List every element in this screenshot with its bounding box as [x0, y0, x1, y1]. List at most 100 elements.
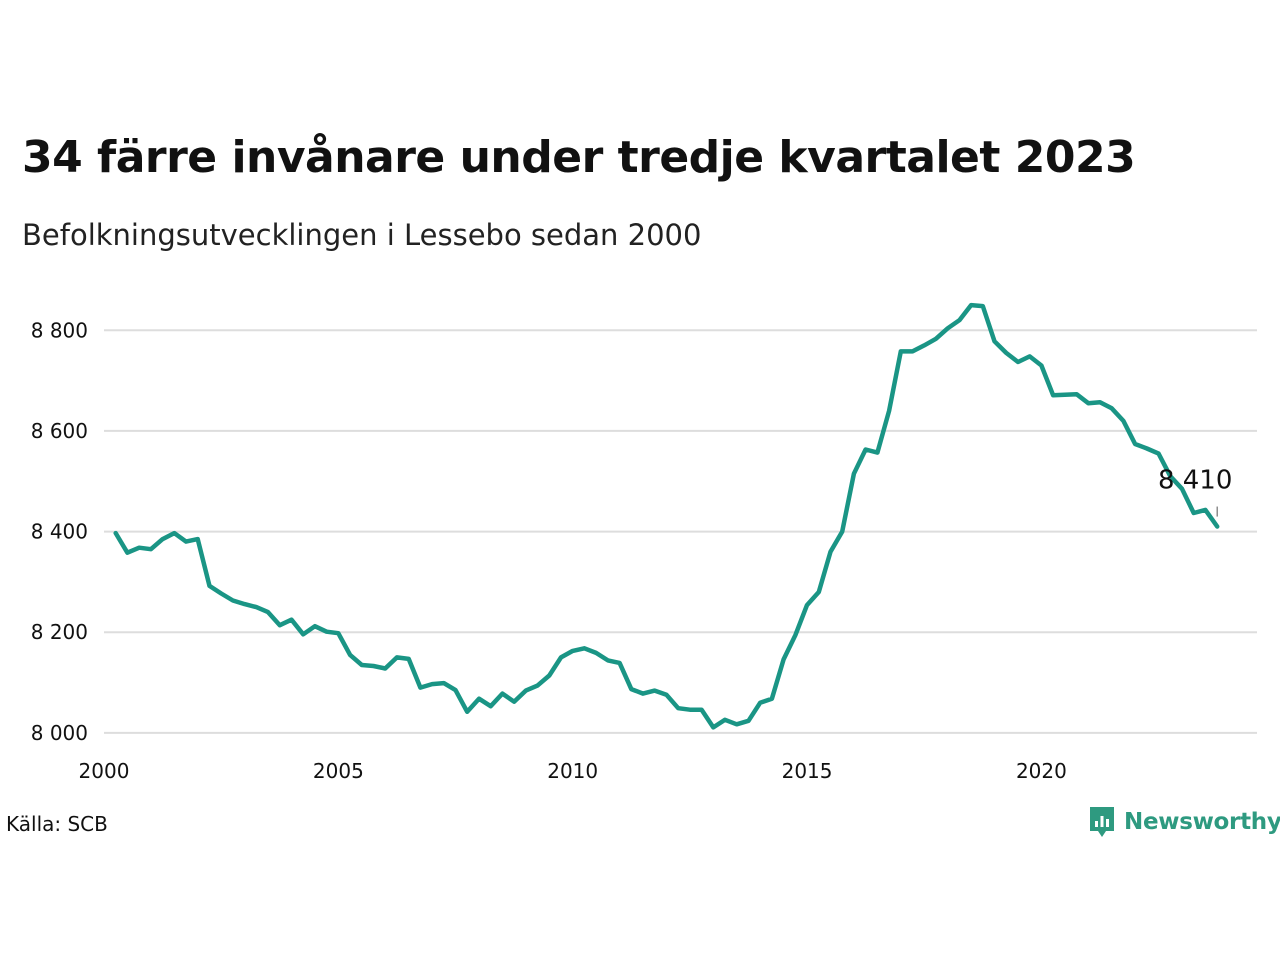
x-axis: 2000 2005 2010 2015 2020: [79, 759, 1067, 783]
data-point: [875, 451, 879, 455]
data-point: [711, 725, 715, 729]
data-point: [149, 547, 153, 551]
data-point: [114, 531, 118, 535]
data-point: [828, 550, 832, 554]
data-point: [1051, 393, 1055, 397]
data-point: [500, 692, 504, 696]
data-point: [618, 661, 622, 665]
data-point: [981, 304, 985, 308]
data-point: [254, 605, 258, 609]
data-point: [348, 653, 352, 657]
data-point: [430, 682, 434, 686]
data-point: [606, 658, 610, 662]
data-point: [571, 649, 575, 653]
data-point: [1063, 393, 1067, 397]
data-point: [137, 546, 141, 550]
data-point: [1075, 392, 1079, 396]
data-point: [1203, 508, 1207, 512]
data-point: [1133, 442, 1137, 446]
data-point: [243, 602, 247, 606]
data-point: [1098, 400, 1102, 404]
data-point: [536, 684, 540, 688]
x-tick-label: 2020: [1016, 759, 1067, 783]
source-note: Källa: SCB: [6, 812, 108, 836]
data-point: [770, 697, 774, 701]
data-point: [219, 591, 223, 595]
data-point: [1215, 525, 1219, 529]
data-point: [1004, 351, 1008, 355]
data-points: [114, 303, 1219, 729]
data-point: [1145, 447, 1149, 451]
newsworthy-logo-icon: [1090, 807, 1114, 837]
end-value-label: 8 410: [1158, 466, 1232, 496]
data-point: [161, 537, 165, 541]
data-point: [911, 349, 915, 353]
data-point: [700, 708, 704, 712]
data-point: [758, 701, 762, 705]
y-tick-label: 8 200: [31, 620, 88, 644]
data-point: [512, 700, 516, 704]
data-point: [840, 530, 844, 534]
data-point: [1192, 511, 1196, 515]
y-axis: 8 000 8 200 8 400 8 600 8 800: [31, 318, 88, 745]
data-point: [184, 540, 188, 544]
data-point: [664, 693, 668, 697]
data-point: [266, 610, 270, 614]
data-point: [1028, 354, 1032, 358]
data-point: [336, 631, 340, 635]
data-point: [1110, 406, 1114, 410]
data-point: [817, 590, 821, 594]
data-point: [524, 689, 528, 693]
data-point: [477, 697, 481, 701]
data-point: [653, 689, 657, 693]
data-point: [301, 632, 305, 636]
data-point: [793, 633, 797, 637]
x-tick-label: 2010: [547, 759, 598, 783]
data-point: [629, 687, 633, 691]
data-point: [746, 719, 750, 723]
data-point: [1157, 452, 1161, 456]
brand-name: Newsworthy: [1124, 809, 1280, 835]
y-tick-label: 8 600: [31, 419, 88, 443]
data-point: [559, 655, 563, 659]
data-point: [172, 531, 176, 535]
chart-subtitle: Befolkningsutvecklingen i Lessebo sedan …: [22, 218, 702, 252]
data-point: [372, 664, 376, 668]
x-tick-label: 2005: [313, 759, 364, 783]
y-tick-label: 8 400: [31, 520, 88, 544]
data-point: [864, 448, 868, 452]
data-point: [313, 624, 317, 628]
data-point: [442, 681, 446, 685]
data-point: [489, 704, 493, 708]
data-point: [852, 472, 856, 476]
data-point: [278, 623, 282, 627]
data-point: [735, 722, 739, 726]
data-point: [407, 657, 411, 661]
data-point: [454, 688, 458, 692]
data-point: [465, 710, 469, 714]
data-point: [969, 303, 973, 307]
data-point: [289, 618, 293, 622]
data-point: [934, 337, 938, 341]
y-tick-label: 8 800: [31, 318, 88, 342]
data-point: [922, 343, 926, 347]
y-tick-label: 8 000: [31, 721, 88, 745]
data-point: [231, 599, 235, 603]
data-point: [946, 326, 950, 330]
x-tick-label: 2015: [782, 759, 833, 783]
data-point: [957, 318, 961, 322]
data-point: [594, 651, 598, 655]
data-point: [887, 409, 891, 413]
data-point: [641, 692, 645, 696]
data-point: [782, 657, 786, 661]
data-point: [125, 551, 129, 555]
data-point: [1016, 360, 1020, 364]
data-point: [688, 708, 692, 712]
data-point: [899, 349, 903, 353]
data-point: [723, 718, 727, 722]
data-point: [1121, 419, 1125, 423]
data-point: [1039, 363, 1043, 367]
data-point: [1086, 401, 1090, 405]
brand-logo[interactable]: Newsworthy: [1088, 805, 1280, 839]
data-point: [676, 706, 680, 710]
